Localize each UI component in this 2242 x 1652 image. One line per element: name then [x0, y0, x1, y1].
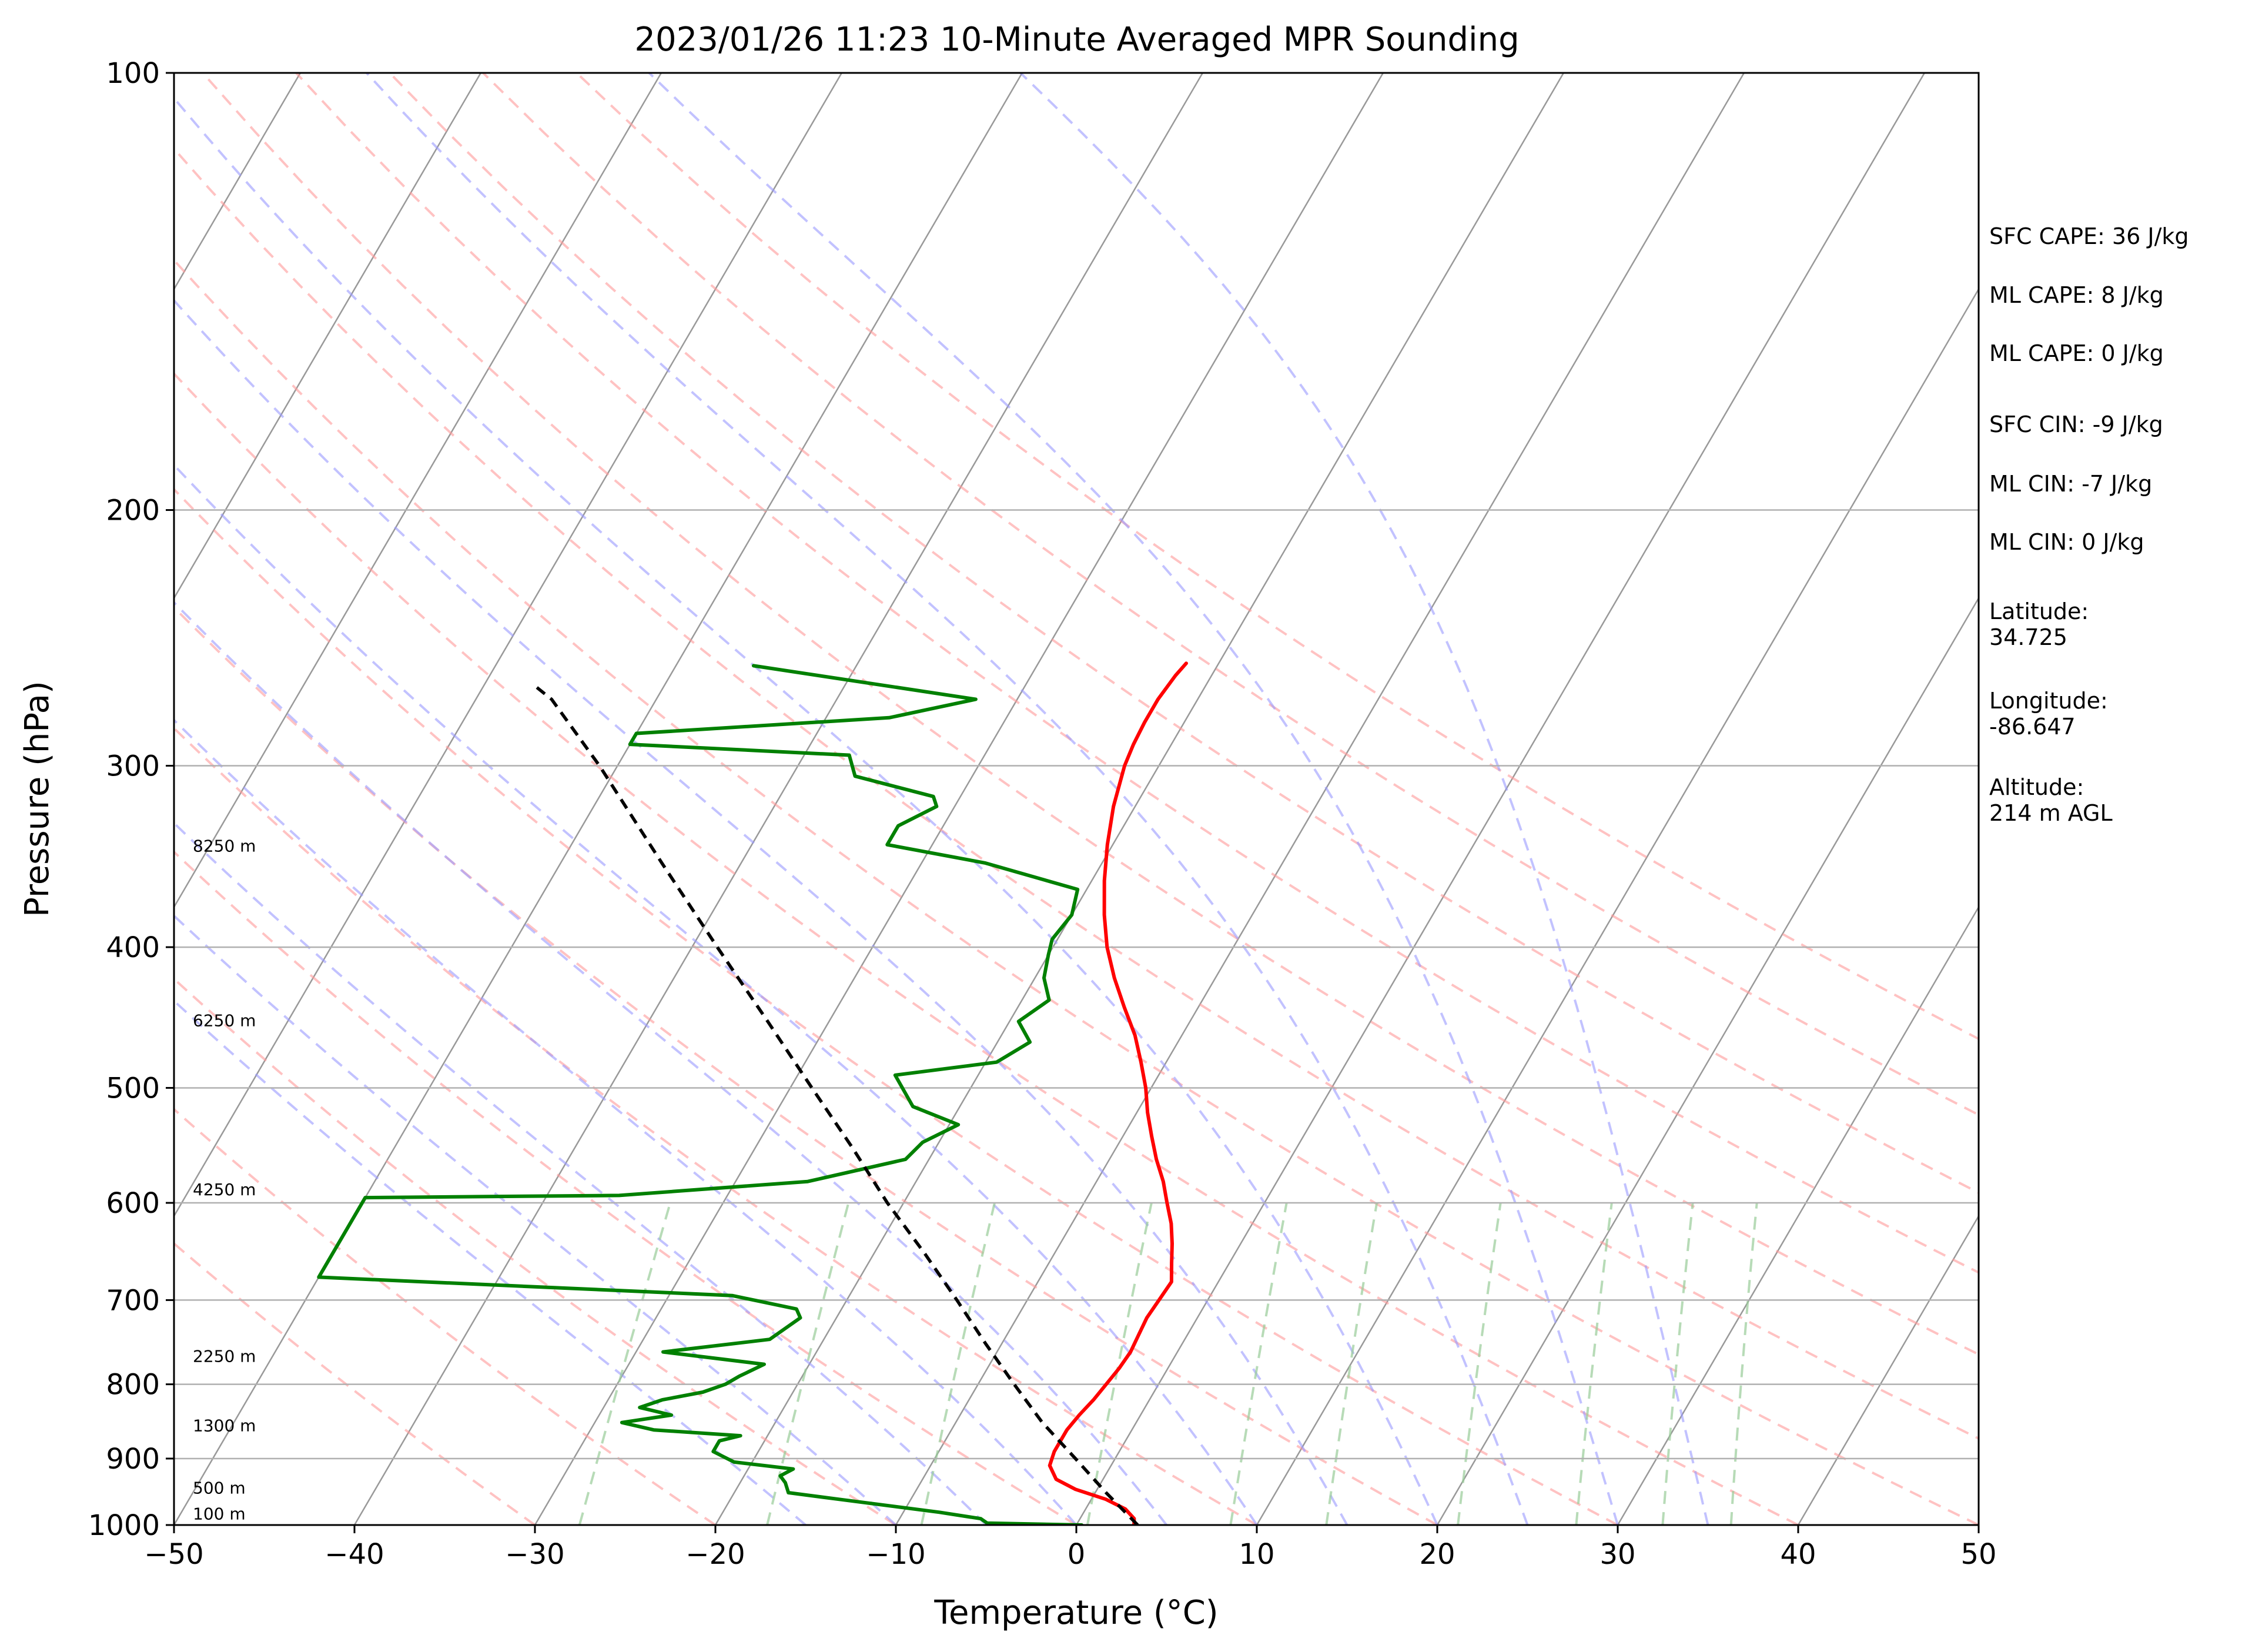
x-tick-label: 40 [1780, 1538, 1816, 1571]
x-tick-label: −20 [685, 1538, 745, 1571]
x-tick-label: 0 [1068, 1538, 1086, 1571]
y-tick-label: 1000 [88, 1509, 160, 1542]
mixing-ratio-line [920, 1202, 996, 1525]
height-label: 8250 m [193, 836, 256, 855]
x-tick-label: 30 [1599, 1538, 1635, 1571]
isotherm-line [534, 73, 1384, 1525]
mixing-ratio-line [1729, 1202, 1758, 1525]
parameter-annotation: SFC CAPE: 36 J/kg [1989, 223, 2189, 249]
x-tick-label: −40 [324, 1538, 384, 1571]
parcel-line [536, 686, 1139, 1525]
isotherm-line [1436, 596, 1979, 1525]
moist-adiabat-line [174, 821, 987, 1525]
y-tick-label: 700 [106, 1284, 160, 1317]
dry-adiabat-line [174, 258, 1979, 1525]
y-axis: 1000 900 800 700 600 500 400 300 200 100 [88, 57, 174, 1542]
series-lines [317, 661, 1188, 1525]
x-tick-label: −50 [144, 1538, 203, 1571]
isotherm-line [714, 73, 1564, 1525]
background-lines [174, 73, 1979, 1525]
temperature-line [1048, 661, 1188, 1525]
isotherm-line [1617, 905, 1979, 1525]
isotherm-line [895, 73, 1745, 1525]
moist-adiabat-line [174, 718, 1078, 1525]
height-label: 4250 m [193, 1180, 256, 1199]
x-tick-label: 50 [1960, 1538, 1996, 1571]
parameter-annotation: Altitude: 214 m AGL [1989, 774, 2113, 826]
mixing-ratio-line [1661, 1202, 1694, 1525]
height-label: 1300 m [193, 1416, 256, 1435]
parameter-annotation: ML CAPE: 0 J/kg [1989, 340, 2164, 366]
y-tick-label: 600 [106, 1187, 160, 1220]
isotherm-line [1075, 73, 1925, 1525]
moist-adiabat-line [174, 299, 1348, 1525]
isotherm-line [174, 73, 481, 600]
y-axis-label: Pressure (hPa) [18, 681, 56, 917]
mixing-ratio-line [1575, 1202, 1613, 1525]
isotherm-line [1256, 287, 1979, 1525]
dry-adiabat-line [482, 73, 1979, 1116]
moist-adiabat-line [174, 96, 1438, 1525]
x-axis: −50 −40 −30 −20 −10 0 10 20 30 40 50 [144, 1525, 1997, 1571]
mixing-ratio-line [578, 1202, 672, 1525]
y-tick-label: 500 [106, 1072, 160, 1105]
parameter-panel: SFC CAPE: 36 J/kg ML CAPE: 8 J/kg ML CAPE:… [1989, 223, 2189, 826]
moist-adiabat-line [648, 73, 1619, 1525]
x-tick-label: 20 [1419, 1538, 1455, 1571]
mixing-ratio-line [1229, 1202, 1288, 1525]
dewpoint-line [317, 664, 1084, 1525]
dry-adiabat-line [174, 1108, 717, 1525]
dry-adiabat-line [174, 372, 1799, 1525]
isotherm-line [174, 73, 1023, 1525]
dry-adiabat-line [389, 73, 1979, 1194]
dry-adiabat-line [174, 726, 1258, 1525]
mixing-ratio-line [1457, 1202, 1502, 1525]
dry-adiabat-line [174, 606, 1438, 1525]
dry-adiabat-line [295, 73, 1979, 1274]
dry-adiabat-line [174, 850, 1078, 1525]
parameter-annotation: ML CIN: -7 J/kg [1989, 471, 2152, 497]
height-label: 2250 m [193, 1347, 256, 1366]
x-tick-label: −30 [505, 1538, 564, 1571]
dry-adiabat-line [174, 487, 1618, 1525]
isotherm-line [1797, 1214, 1979, 1525]
x-tick-label: 10 [1239, 1538, 1274, 1571]
dry-adiabat-line [174, 1242, 536, 1525]
moist-adiabat-line [174, 463, 1258, 1525]
y-tick-label: 800 [106, 1369, 160, 1402]
y-tick-label: 100 [106, 57, 160, 90]
isotherm-line [353, 73, 1203, 1525]
y-tick-label: 200 [106, 494, 160, 527]
parameter-annotation: SFC CIN: -9 J/kg [1989, 412, 2163, 437]
dry-adiabat-line [174, 977, 897, 1525]
mixing-ratio-line [766, 1202, 850, 1525]
moist-adiabat-line [174, 600, 1168, 1525]
y-tick-label: 400 [106, 931, 160, 964]
isotherm-line [174, 73, 662, 909]
y-tick-label: 300 [106, 750, 160, 782]
parameter-annotation: ML CAPE: 8 J/kg [1989, 282, 2164, 308]
x-axis-label: Temperature (°C) [933, 1594, 1218, 1632]
moist-adiabat-line [366, 73, 1529, 1525]
height-label: 500 m [193, 1479, 246, 1498]
mixing-ratio-line [1325, 1202, 1378, 1525]
y-tick-label: 900 [106, 1443, 160, 1476]
moist-adiabat-line [1019, 73, 1709, 1525]
x-tick-label: −10 [866, 1538, 925, 1571]
height-label: 100 m [193, 1504, 246, 1524]
dry-adiabat-line [174, 147, 1979, 1440]
parameter-annotation: Longitude: -86.647 [1989, 688, 2108, 740]
isotherm-line [174, 73, 842, 1218]
height-labels: 4250 m 8250 m 6250 m 2250 m 1300 m 500 m 100 m [193, 836, 256, 1523]
parameter-annotation: ML CIN: 0 J/kg [1989, 529, 2144, 555]
height-label: 6250 m [193, 1011, 256, 1030]
moist-adiabat-line [174, 914, 897, 1525]
moist-adiabat-line [174, 999, 807, 1525]
parameter-annotation: Latitude: 34.725 [1989, 598, 2089, 650]
chart-title: 2023/01/26 11:23 10-Minute Averaged MPR … [634, 21, 1519, 59]
